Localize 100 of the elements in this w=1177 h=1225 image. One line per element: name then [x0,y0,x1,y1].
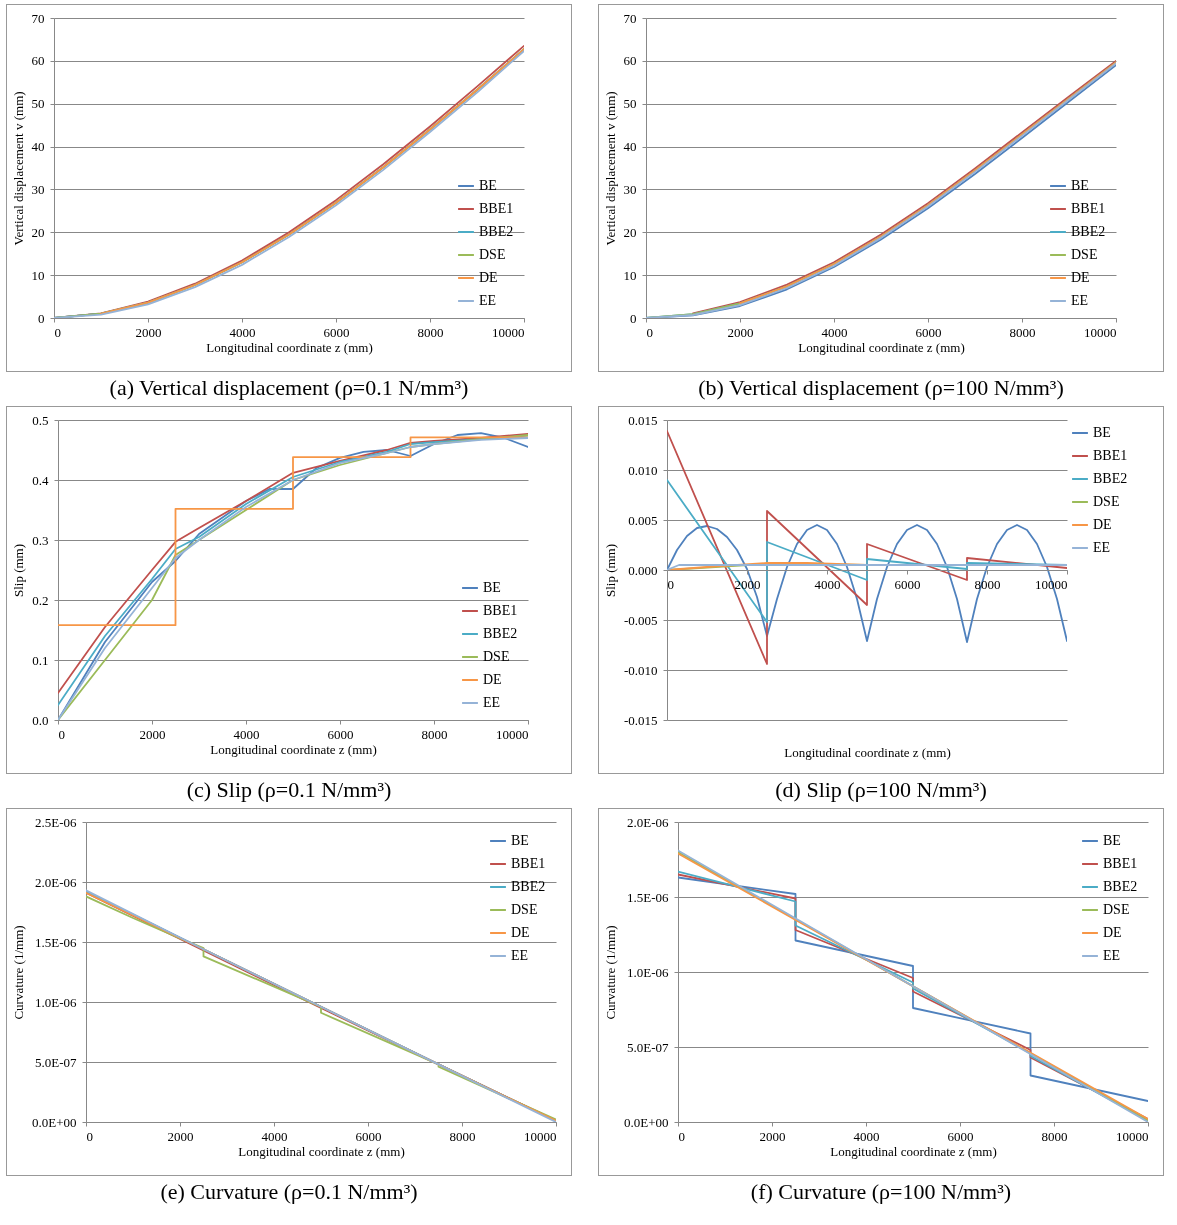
legend-label: BBE1 [1103,856,1138,871]
y-tick-label: 10 [31,267,45,283]
legend-label: DSE [1071,247,1098,262]
legend-label: BBE2 [1093,471,1128,486]
text: (e) Curvature (ρ=0.1 N/mm³) [159,1178,419,1206]
y-tick-label: 0.000 [628,562,658,578]
y-tick-label: 0.0E+00 [623,1114,669,1130]
legend-label: BE [1071,178,1089,193]
y-tick-label: 0 [630,310,637,326]
legend-label: EE [1093,540,1111,555]
y-tick-label: 5.0E-07 [34,1054,77,1070]
legend-label: BE [479,178,497,193]
x-tick-label: 6000 [355,1128,382,1144]
x-axis-title: Longitudinal coordinate z (mm) [784,744,951,760]
y-tick-label: 0.3 [32,532,49,548]
y-tick-label: 0.015 [628,412,658,428]
x-tick-label: 8000 [449,1128,476,1144]
legend-label: DE [1093,517,1112,532]
x-tick-label: 4000 [233,726,260,742]
x-axis-title: Longitudinal coordinate z (mm) [238,1143,405,1159]
y-tick-label: 0.0 [32,712,49,728]
x-axis-title: Longitudinal coordinate z (mm) [210,741,377,757]
y-tick-label: 60 [623,53,637,69]
y-tick-label: 0.010 [628,462,658,478]
y-tick-label: 40 [31,139,45,155]
legend-label: DSE [511,902,538,917]
legend-label: DE [1071,270,1090,285]
text: (b) Vertical displacement (ρ=100 N/mm³) [697,374,1065,402]
legend-label: DE [479,270,498,285]
y-axis-title: Curvature (1/mm) [10,925,26,1020]
y-tick-label: 1.0E-06 [626,964,669,980]
y-tick-label: 50 [623,96,637,112]
legend-label: DE [511,925,530,940]
text: (f) Curvature (ρ=100 N/mm³) [749,1178,1013,1206]
legend-label: BBE1 [479,201,514,216]
legend-label: EE [1103,948,1121,963]
y-tick-label: 10 [623,267,637,283]
y-tick-label: 40 [623,139,637,155]
x-tick-label: 10000 [492,324,525,340]
x-tick-label: 10000 [1084,324,1117,340]
y-tick-label: 0.4 [32,472,49,488]
x-tick-label: 10000 [496,726,529,742]
y-tick-label: 0.5 [32,412,49,428]
y-axis-title: Curvature (1/mm) [602,925,618,1020]
legend-label: BE [1093,425,1111,440]
legend-label: BBE2 [1071,224,1106,239]
x-tick-label: 0 [86,1128,93,1144]
x-tick-label: 10000 [1116,1128,1149,1144]
x-tick-label: 4000 [229,324,256,340]
x-tick-label: 0 [678,1128,685,1144]
y-tick-label: 2.0E-06 [34,874,77,890]
legend-label: BBE2 [479,224,514,239]
y-tick-label: 50 [31,96,45,112]
x-tick-label: 2000 [727,324,754,340]
x-tick-label: 4000 [853,1128,880,1144]
legend-label: BBE1 [1071,201,1106,216]
x-axis-title: Longitudinal coordinate z (mm) [206,339,373,355]
legend-label: BBE2 [483,626,518,641]
x-tick-label: 2000 [139,726,166,742]
x-tick-label: 2000 [167,1128,194,1144]
legend-label: BE [1103,833,1121,848]
x-tick-label: 6000 [947,1128,974,1144]
y-axis-title: Vertical displacement v (mm) [10,91,26,246]
y-tick-label: 30 [31,181,45,197]
legend-label: DSE [1103,902,1130,917]
legend-label: DSE [479,247,506,262]
y-tick-label: 0.005 [628,512,658,528]
y-tick-label: 1.5E-06 [34,934,77,950]
y-tick-label: 30 [623,181,637,197]
x-axis-title: Longitudinal coordinate z (mm) [830,1143,997,1159]
x-tick-label: 6000 [327,726,354,742]
text: (d) Slip (ρ=100 N/mm³) [774,776,988,804]
x-tick-label: 6000 [323,324,350,340]
y-tick-label: 5.0E-07 [626,1039,669,1055]
legend-label: BBE2 [1103,879,1138,894]
y-axis-title: Vertical displacement v (mm) [602,91,618,246]
legend-label: BBE1 [511,856,546,871]
legend-label: BE [511,833,529,848]
x-tick-label: 10000 [524,1128,557,1144]
legend-label: EE [1071,293,1089,308]
legend-label: EE [511,948,529,963]
y-tick-label: -0.010 [623,662,658,678]
x-tick-label: 2000 [759,1128,786,1144]
y-tick-label: 0 [38,310,45,326]
x-tick-label: 4000 [814,576,841,592]
legend-label: BBE1 [1093,448,1128,463]
y-tick-label: 2.5E-06 [34,814,77,830]
x-tick-label: 8000 [421,726,448,742]
y-tick-label: 1.5E-06 [626,889,669,905]
x-tick-label: 6000 [915,324,942,340]
legend-label: DSE [483,649,510,664]
x-tick-label: 8000 [1041,1128,1068,1144]
legend-label: EE [483,695,501,710]
legend-label: EE [479,293,497,308]
x-tick-label: 2000 [135,324,162,340]
y-tick-label: 60 [31,53,45,69]
x-tick-label: 8000 [1009,324,1036,340]
x-tick-label: 4000 [261,1128,288,1144]
y-tick-label: 0.1 [32,652,49,668]
y-tick-label: 20 [623,224,637,240]
